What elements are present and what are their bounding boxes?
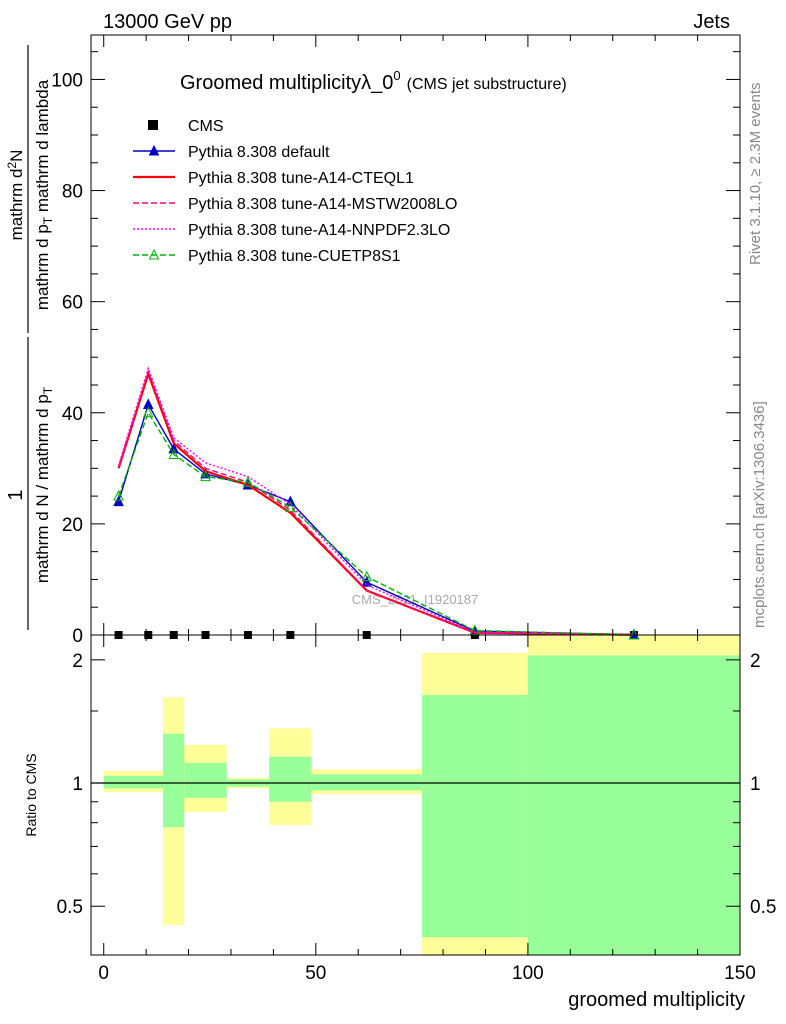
header-right: Jets	[693, 11, 730, 33]
legend-label-5: Pythia 8.308 tune-CUETP8S1	[188, 248, 401, 265]
series-marker-5-3	[200, 470, 211, 482]
ratio-tick-label-2: 2	[72, 651, 83, 672]
legend-marker-1	[148, 144, 160, 156]
x-tick-label-2: 100	[512, 963, 544, 984]
series-marker-5-4	[242, 476, 254, 487]
ratio-tick-label-1: 1	[72, 774, 83, 795]
ratio-inner-band-4	[269, 756, 312, 802]
chart-title: Groomed multiplicityλ_00 (CMS jet substru…	[180, 68, 567, 94]
y-label-denominator: mathrm d pT mathrm d lambda	[33, 79, 55, 310]
legend-label-2: Pythia 8.308 tune-A14-CTEQL1	[188, 170, 414, 187]
watermark: CMS_2021_I1920187	[352, 592, 479, 607]
axes: 0 50 100 150 0 20 40 60 80 100 0.5 0.5 1 1 2 2	[51, 34, 776, 984]
ratio-panel	[91, 635, 740, 955]
chart-title-suffix: (CMS jet substructure)	[407, 76, 567, 93]
chart-title-sup: 0	[393, 68, 400, 83]
series-marker-1-6	[361, 576, 373, 587]
series-marker-5-8	[628, 628, 640, 640]
series-marker-5-5	[285, 501, 296, 512]
legend-label-4: Pythia 8.308 tune-A14-NNPDF2.3LO	[188, 222, 450, 239]
ratio-inner-band-7	[527, 655, 740, 955]
y-label-prefactor-top: 1	[5, 489, 27, 500]
chart-title-main: Groomed multiplicityλ_0	[180, 72, 393, 94]
series-marker-1-0	[113, 495, 124, 507]
legend-label-3: Pythia 8.308 tune-A14-MSTW2008LO	[188, 196, 457, 213]
ratio-inner-band-1	[163, 733, 185, 828]
y-tick-label-2: 40	[62, 404, 83, 425]
y-label-prefactor-bottom: mathrm d N / mathrm d pT	[33, 386, 55, 583]
y-label-numerator: mathrm d2N	[5, 150, 26, 241]
legend-label-1: Pythia 8.308 default	[188, 144, 330, 161]
ratio-frame	[90, 634, 741, 956]
x-axis-label: groomed multiplicity	[568, 989, 745, 1011]
y-tick-label-3: 60	[62, 293, 83, 314]
ratio-y-label: Ratio to CMS	[23, 753, 39, 836]
series-marker-5-6	[361, 570, 373, 582]
series-line-5	[117, 411, 634, 636]
series-marker-5-2	[168, 448, 180, 459]
x-tick-label-0: 0	[98, 963, 109, 984]
series-marker-5-0	[113, 489, 124, 501]
ratio-tick-label-0: 0.5	[57, 897, 83, 918]
y-tick-label-0: 0	[72, 626, 83, 647]
y-tick-label-4: 80	[62, 182, 83, 203]
series-marker-5-1	[142, 406, 154, 418]
header-left: 13000 GeV pp	[103, 11, 232, 33]
ratio-tick-label-r-0: 0.5	[750, 897, 776, 918]
ratio-inner-band-5	[311, 774, 422, 791]
y-tick-label-1: 20	[62, 515, 83, 536]
legend-marker-5	[148, 248, 160, 260]
x-tick-label-3: 150	[724, 963, 756, 984]
y-axis-label: 1 mathrm d N / mathrm d pT mathrm d2N ma…	[5, 45, 55, 630]
ratio-tick-label-r-2: 2	[750, 651, 761, 672]
side-label-bottom: mcplots.cern.ch [arXiv:1306.3436]	[751, 401, 768, 628]
ratio-inner-band-0	[103, 776, 164, 789]
x-tick-label-1: 50	[305, 963, 326, 984]
ratio-tick-label-r-1: 1	[750, 774, 761, 795]
legend: CMS Pythia 8.308 default Pythia 8.308 tune…	[133, 118, 457, 265]
ratio-inner-band-6	[421, 695, 528, 938]
legend-label-0: CMS	[188, 118, 224, 135]
y-tick-label-5: 100	[51, 70, 83, 91]
ratio-inner-band-2	[184, 762, 227, 798]
series-line-2	[117, 370, 634, 636]
legend-marker-0	[148, 120, 158, 130]
side-label-top: Rivet 3.1.10, ≥ 2.3M events	[747, 83, 764, 266]
